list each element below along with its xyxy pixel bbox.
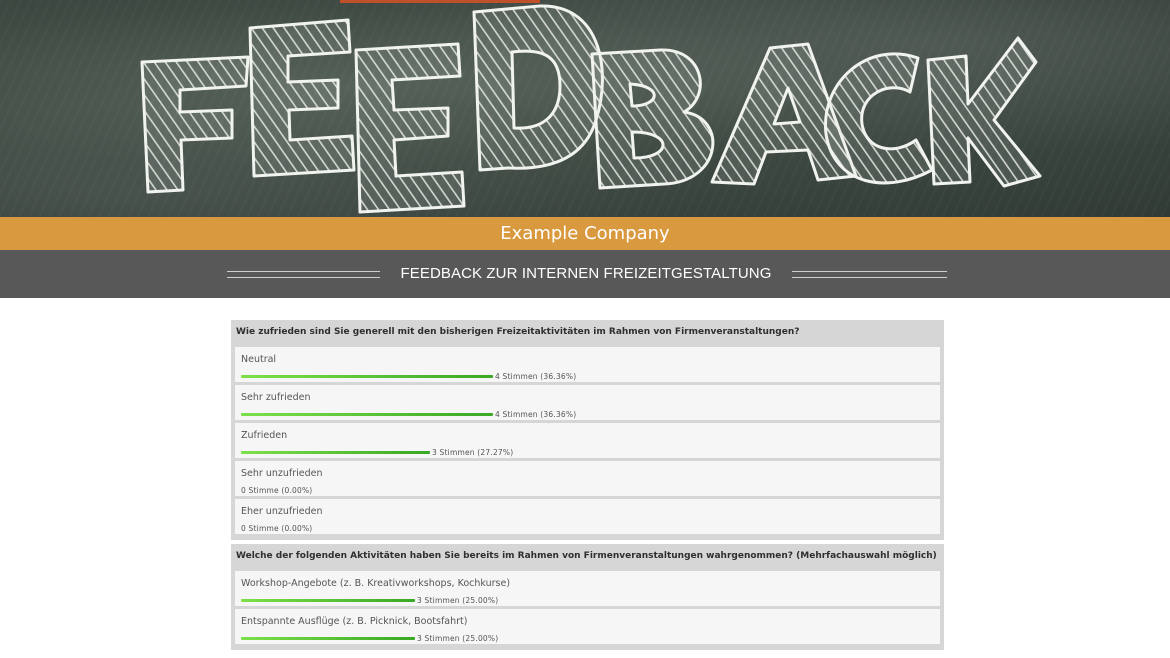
vote-count: 4 Stimmen (36.36%) [495, 372, 577, 381]
answer-row: Sehr unzufrieden 0 Stimme (0.00%) [235, 461, 940, 496]
answer-label: Entspannte Ausflüge (z. B. Picknick, Boo… [241, 616, 468, 627]
answer-row: Zufrieden 3 Stimmen (27.27%) [235, 423, 940, 458]
answer-row: Entspannte Ausflüge (z. B. Picknick, Boo… [235, 609, 940, 644]
result-bar [241, 375, 493, 378]
question-block: Wie zufrieden sind Sie generell mit den … [231, 320, 944, 540]
chalk-letter-e2 [354, 42, 466, 214]
chalk-letter-f [140, 55, 250, 194]
result-bar [241, 599, 415, 602]
answer-label: Sehr zufrieden [241, 392, 311, 403]
answer-label: Sehr unzufrieden [241, 468, 323, 479]
answer-label: Neutral [241, 354, 277, 365]
company-name: Example Company [500, 223, 670, 244]
title-rule-right [792, 271, 947, 278]
chalk-letter-c [823, 52, 934, 185]
result-bar [241, 413, 493, 416]
answer-label: Workshop-Angebote (z. B. Kreativworkshop… [241, 578, 511, 589]
vote-count: 3 Stimmen (25.00%) [417, 596, 499, 605]
question-text: Wie zufrieden sind Sie generell mit den … [236, 327, 800, 337]
answer-label: Eher unzufrieden [241, 506, 323, 517]
vote-count: 3 Stimmen (27.27%) [432, 448, 514, 457]
accent-line [340, 0, 540, 3]
question-block: Welche der folgenden Aktivitäten haben S… [231, 544, 944, 650]
survey-results: Wie zufrieden sind Sie generell mit den … [231, 320, 944, 654]
survey-title: FEEDBACK ZUR INTERNEN FREIZEITGESTALTUNG… [400, 265, 772, 330]
hero-banner [0, 0, 1170, 217]
chalk-letter-a [710, 42, 858, 186]
answer-row: Eher unzufrieden 0 Stimme (0.00%) [235, 499, 940, 534]
answer-row: Sehr zufrieden 4 Stimmen (36.36%) [235, 385, 940, 420]
answer-label: Zufrieden [241, 430, 288, 441]
company-banner: Example Company [0, 217, 1170, 250]
vote-count: 0 Stimme (0.00%) [241, 524, 313, 533]
question-text: Welche der folgenden Aktivitäten haben S… [236, 551, 937, 561]
vote-count: 0 Stimme (0.00%) [241, 486, 313, 495]
result-bar [241, 637, 415, 640]
vote-count: 3 Stimmen (25.00%) [417, 634, 499, 643]
chalk-letter-k [926, 36, 1042, 188]
answer-row: Workshop-Angebote (z. B. Kreativworkshop… [235, 571, 940, 606]
chalk-letter-b [590, 48, 715, 190]
result-bar [241, 451, 430, 454]
chalk-letter-d [472, 4, 604, 172]
feedback-chalk-artwork [140, 4, 1042, 214]
answer-row: Neutral 4 Stimmen (36.36%) [235, 347, 940, 382]
title-rule-left [227, 271, 380, 278]
chalk-letter-e1 [248, 18, 356, 178]
vote-count: 4 Stimmen (36.36%) [495, 410, 577, 419]
survey-title-bar: FEEDBACK ZUR INTERNEN FREIZEITGESTALTUNG… [0, 250, 1170, 330]
